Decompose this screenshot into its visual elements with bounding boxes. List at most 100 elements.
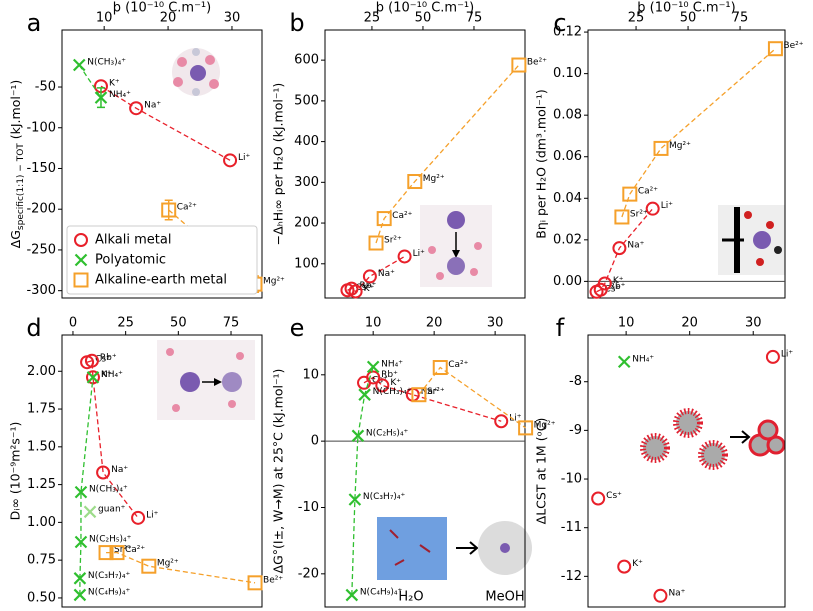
x-tick-label: 50 <box>680 11 697 26</box>
y-tick-label: 0.06 <box>553 149 582 164</box>
point-label: Cs⁺ <box>95 355 111 365</box>
point-label: K⁺ <box>364 284 375 294</box>
marker <box>591 491 606 506</box>
marker <box>358 388 371 401</box>
y-axis-title: ΔLCST at 1M (ᵒC) <box>534 418 549 525</box>
marker <box>614 209 630 225</box>
series-line <box>78 64 102 98</box>
y-axis-title: ΔG°(I±, W→M) at 25°C (kJ.mol⁻¹) <box>271 369 286 574</box>
y-tick-label: 100 <box>294 256 319 271</box>
marker <box>74 535 88 549</box>
marker <box>73 572 87 585</box>
point-label: Na⁺ <box>421 387 438 397</box>
marker <box>366 370 381 385</box>
point-label: Sr²⁺ <box>427 387 445 397</box>
point-label: K⁺ <box>101 370 112 380</box>
y-axis-title-part: specific(1:1) − TOT <box>16 143 26 230</box>
inset-c <box>718 205 785 275</box>
marker <box>73 588 87 602</box>
marker <box>366 360 380 374</box>
point-label: NH₄⁺ <box>381 359 403 369</box>
y-axis-title: Dᵢ∞ (10⁻⁹m²s⁻¹) <box>8 422 23 521</box>
x-tick-label: 10 <box>96 11 113 26</box>
x-tick-label: 75 <box>466 11 483 26</box>
marker <box>765 349 780 364</box>
marker <box>73 272 89 288</box>
y-tick-label: 0.10 <box>553 66 582 81</box>
point-label: Rb⁺ <box>609 282 626 292</box>
marker <box>407 174 423 190</box>
x-tick-label: 10 <box>618 316 635 331</box>
point-label: Sr²⁺ <box>384 236 402 246</box>
point-label: Cs⁺ <box>606 491 622 501</box>
point-label: K⁺ <box>109 79 120 89</box>
point-label: Na⁺ <box>144 101 161 111</box>
point-label: N(CH₃)₄⁺ <box>373 387 412 397</box>
panel-label: c <box>553 9 566 37</box>
inset-label: MeOH <box>485 590 524 605</box>
point-label: N(C₃H₇)₄⁺ <box>88 571 131 581</box>
x-tick-label: 25 <box>364 11 381 26</box>
x-tick-label: 20 <box>681 316 698 331</box>
marker <box>74 485 88 499</box>
y-tick-label: 200 <box>294 216 319 231</box>
inset-a <box>172 48 220 96</box>
series-line <box>86 359 139 519</box>
marker <box>109 545 125 561</box>
plot-frame <box>324 334 526 608</box>
panel-label: f <box>556 314 565 342</box>
point-label: Li⁺ <box>781 349 794 359</box>
point-label: Mg²⁺ <box>534 420 556 430</box>
marker <box>74 233 88 247</box>
point-label: Na⁺ <box>111 465 128 475</box>
point-label: Li⁺ <box>146 510 159 520</box>
point-label: Mg²⁺ <box>669 141 691 151</box>
series-line <box>621 48 776 218</box>
y-tick-label: 0.50 <box>27 590 56 605</box>
point-label: guan⁺ <box>98 504 126 514</box>
point-label: Li⁺ <box>238 153 251 163</box>
x-tick-label: 30 <box>745 316 762 331</box>
point-label: N(C₄H₉)₄⁺ <box>88 587 131 597</box>
marker <box>86 371 100 384</box>
point-label: Ca²⁺ <box>448 360 468 370</box>
point-label: K⁺ <box>632 559 643 569</box>
marker <box>84 353 99 368</box>
legend-label: Alkaline-earth metal <box>95 273 227 288</box>
point-label: Na⁺ <box>378 269 395 279</box>
y-tick-label: -12 <box>561 569 582 584</box>
marker <box>351 429 365 443</box>
marker <box>345 588 359 602</box>
point-label: K⁺ <box>390 378 401 388</box>
point-label: Ca²⁺ <box>177 203 197 213</box>
marker <box>617 559 632 574</box>
point-label: Ca²⁺ <box>125 545 145 555</box>
inset-d <box>157 340 255 420</box>
legend-label: Polyatomic <box>95 253 166 268</box>
panel-label: d <box>26 314 41 342</box>
marker <box>622 186 638 202</box>
x-tick-label: 50 <box>170 316 187 331</box>
y-tick-label: 0.75 <box>27 553 56 568</box>
panel-label: e <box>290 314 305 342</box>
x-tick-label: 25 <box>628 11 645 26</box>
y-tick-label: 0.08 <box>553 108 582 123</box>
plot-frame <box>324 29 526 299</box>
point-label: N(C₂H₅)₄⁺ <box>89 535 132 545</box>
y-tick-label: -10 <box>561 472 582 487</box>
point-label: Mg²⁺ <box>157 559 179 569</box>
x-tick-label: 10 <box>365 316 382 331</box>
marker <box>494 414 509 429</box>
marker <box>397 249 412 264</box>
point-label: NH₄⁺ <box>109 90 131 100</box>
marker <box>72 58 86 72</box>
marker <box>74 253 88 267</box>
panel-label: a <box>27 9 42 37</box>
inset-f <box>640 408 786 470</box>
marker <box>83 505 97 519</box>
point-label: Li⁺ <box>413 249 426 259</box>
marker <box>518 420 534 436</box>
legend-box <box>66 225 258 295</box>
